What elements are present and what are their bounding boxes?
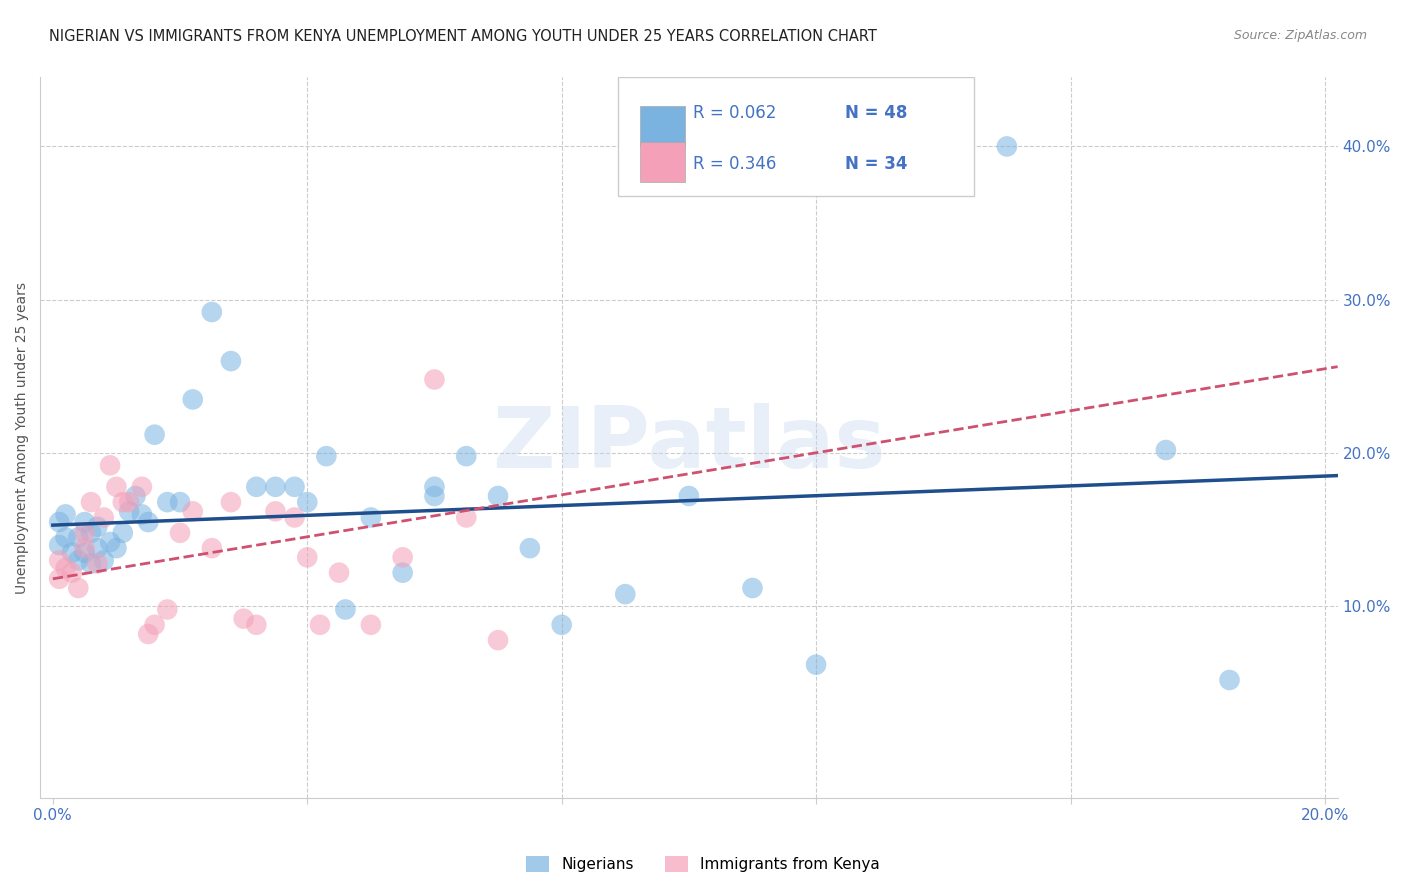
Point — [93, 553, 115, 567]
Legend: Nigerians, Immigrants from Kenya: Nigerians, Immigrants from Kenya — [519, 848, 887, 880]
Text: ZIPatlas: ZIPatlas — [492, 403, 886, 486]
Point — [67, 530, 90, 544]
Point — [111, 525, 134, 540]
Point — [309, 617, 332, 632]
Y-axis label: Unemployment Among Youth under 25 years: Unemployment Among Youth under 25 years — [15, 282, 30, 594]
Point — [486, 633, 509, 648]
Point — [995, 139, 1018, 153]
Point — [67, 553, 90, 567]
Point — [86, 541, 108, 556]
Point — [264, 480, 287, 494]
Point — [55, 530, 77, 544]
Point — [111, 495, 134, 509]
Point — [118, 504, 141, 518]
Point — [1218, 673, 1240, 687]
Point — [328, 566, 350, 580]
Point — [93, 510, 115, 524]
Point — [315, 449, 337, 463]
Point — [55, 508, 77, 522]
Point — [550, 617, 572, 632]
Point — [48, 572, 70, 586]
Point — [804, 657, 827, 672]
Point — [73, 546, 96, 560]
Point — [98, 458, 121, 473]
Point — [48, 538, 70, 552]
Point — [80, 557, 103, 571]
Point — [391, 550, 413, 565]
FancyBboxPatch shape — [617, 78, 974, 196]
Point — [48, 553, 70, 567]
Point — [55, 561, 77, 575]
Point — [169, 495, 191, 509]
Point — [169, 525, 191, 540]
Point — [423, 480, 446, 494]
Point — [519, 541, 541, 556]
Point — [201, 541, 224, 556]
Point — [73, 541, 96, 556]
Point — [297, 550, 319, 565]
Point — [232, 612, 254, 626]
Point — [136, 515, 159, 529]
Text: R = 0.346: R = 0.346 — [693, 155, 776, 173]
Point — [423, 372, 446, 386]
Point — [297, 495, 319, 509]
Point — [156, 602, 179, 616]
Point — [391, 566, 413, 580]
Point — [118, 495, 141, 509]
Point — [131, 480, 153, 494]
Point — [201, 305, 224, 319]
Point — [67, 581, 90, 595]
Point — [456, 449, 478, 463]
Point — [80, 525, 103, 540]
Point — [80, 495, 103, 509]
Point — [283, 510, 305, 524]
Point — [105, 541, 128, 556]
Point — [136, 627, 159, 641]
FancyBboxPatch shape — [640, 143, 685, 182]
Point — [456, 510, 478, 524]
Point — [86, 557, 108, 571]
Point — [86, 519, 108, 533]
Point — [360, 510, 382, 524]
Point — [181, 504, 204, 518]
Point — [60, 566, 83, 580]
Point — [131, 508, 153, 522]
Text: R = 0.062: R = 0.062 — [693, 104, 776, 122]
Point — [219, 495, 242, 509]
Point — [283, 480, 305, 494]
Point — [1154, 443, 1177, 458]
Point — [614, 587, 637, 601]
FancyBboxPatch shape — [640, 106, 685, 146]
Point — [264, 504, 287, 518]
Text: N = 48: N = 48 — [845, 104, 907, 122]
Point — [124, 489, 146, 503]
Point — [245, 480, 267, 494]
Text: Source: ZipAtlas.com: Source: ZipAtlas.com — [1233, 29, 1367, 43]
Point — [48, 515, 70, 529]
Point — [486, 489, 509, 503]
Point — [219, 354, 242, 368]
Point — [741, 581, 763, 595]
Point — [678, 489, 700, 503]
Point — [105, 480, 128, 494]
Point — [143, 427, 166, 442]
Text: N = 34: N = 34 — [845, 155, 907, 173]
Text: NIGERIAN VS IMMIGRANTS FROM KENYA UNEMPLOYMENT AMONG YOUTH UNDER 25 YEARS CORREL: NIGERIAN VS IMMIGRANTS FROM KENYA UNEMPL… — [49, 29, 877, 45]
Point — [423, 489, 446, 503]
Point — [335, 602, 357, 616]
Point — [73, 525, 96, 540]
Point — [60, 546, 83, 560]
Point — [156, 495, 179, 509]
Point — [73, 515, 96, 529]
Point — [245, 617, 267, 632]
Point — [98, 535, 121, 549]
Point — [181, 392, 204, 407]
Point — [143, 617, 166, 632]
Point — [360, 617, 382, 632]
